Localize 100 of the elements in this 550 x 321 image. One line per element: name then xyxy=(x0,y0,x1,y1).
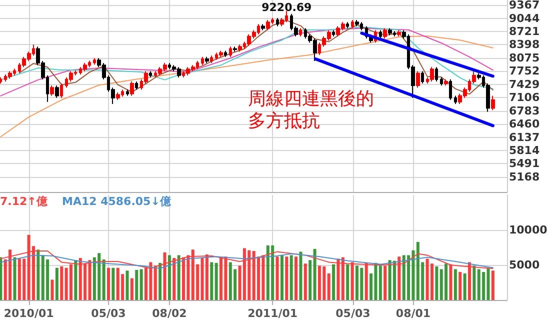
bar xyxy=(74,260,78,300)
bar xyxy=(332,264,336,300)
candlestick xyxy=(219,50,223,58)
bar xyxy=(304,264,307,300)
y-tick-label: 5168 xyxy=(509,170,540,184)
bar xyxy=(308,260,312,300)
candlestick xyxy=(116,92,120,100)
y-tick-label: 9367 xyxy=(509,0,540,12)
candlestick xyxy=(346,22,349,29)
bar xyxy=(13,257,16,300)
bar xyxy=(50,280,54,300)
candlestick xyxy=(60,83,63,98)
x-tick-label: 05/03 xyxy=(336,307,370,320)
candlestick xyxy=(55,85,59,98)
bar xyxy=(294,256,298,300)
candlestick xyxy=(416,70,420,88)
bar xyxy=(158,262,162,300)
bar xyxy=(378,266,382,300)
y-tick-label: 8398 xyxy=(509,38,540,52)
bar xyxy=(313,248,316,300)
candlestick xyxy=(50,85,54,96)
candlestick xyxy=(444,78,448,86)
bar xyxy=(327,273,330,300)
candlestick xyxy=(388,28,392,36)
y-tick-label: 9044 xyxy=(509,12,540,25)
candlestick xyxy=(238,44,242,52)
candlestick xyxy=(229,46,232,58)
bar xyxy=(276,256,279,300)
candlestick xyxy=(126,89,129,96)
candlestick xyxy=(440,76,443,86)
candlestick xyxy=(233,46,237,52)
candlestick xyxy=(261,24,265,31)
candlestick xyxy=(93,58,96,66)
y-tick-label: 6460 xyxy=(509,118,540,131)
candlestick xyxy=(83,62,87,72)
x-tick-label: 2011/01 xyxy=(248,307,298,320)
y-tick-label: 8075 xyxy=(509,51,540,64)
text: 7.12↑億 xyxy=(0,195,48,208)
candlestick xyxy=(210,55,213,64)
bar xyxy=(458,272,462,300)
candlestick xyxy=(266,20,270,31)
x-tick-label: 08/01 xyxy=(396,307,431,320)
bar xyxy=(135,270,138,300)
candlestick xyxy=(421,70,424,84)
candlestick xyxy=(205,56,209,64)
candlestick xyxy=(149,70,152,78)
bar xyxy=(60,266,64,300)
bar xyxy=(290,255,293,300)
y-tick-label: 7106 xyxy=(509,91,540,104)
candlestick xyxy=(355,20,359,27)
candlestick xyxy=(201,56,204,66)
bar xyxy=(392,260,396,300)
candlestick xyxy=(454,95,457,104)
candlestick xyxy=(8,70,12,80)
bar xyxy=(102,259,106,300)
candlestick xyxy=(430,66,434,82)
candlestick xyxy=(224,50,227,58)
candlestick xyxy=(130,80,134,96)
bar xyxy=(55,268,58,300)
candlestick xyxy=(491,95,495,111)
bar xyxy=(168,255,171,300)
bar xyxy=(285,256,288,300)
bar xyxy=(346,264,350,300)
bar xyxy=(140,269,143,300)
candlestick xyxy=(276,18,279,27)
annotation: 9220.69 xyxy=(262,1,312,14)
text: MA12 4586.05↓億 xyxy=(62,195,172,208)
x-tick-label: 2010/01 xyxy=(4,307,54,320)
annotation: 周線四連黑後的多方抵抗 xyxy=(248,88,374,132)
bar xyxy=(463,273,466,300)
x-tick-label: 08/02 xyxy=(152,307,187,320)
bar xyxy=(299,252,302,300)
bar xyxy=(214,262,218,300)
bar xyxy=(130,278,134,300)
bar xyxy=(472,266,476,300)
candlestick xyxy=(351,20,354,29)
bar xyxy=(107,268,110,300)
y-tick-label: 7752 xyxy=(509,64,540,78)
y-tick-label: 7429 xyxy=(509,78,540,91)
bar xyxy=(435,266,438,300)
bar xyxy=(126,270,129,300)
x-tick-label: 05/03 xyxy=(91,307,126,320)
y-tick-label: 8721 xyxy=(509,24,540,38)
candlestick xyxy=(379,30,382,39)
y-tick-label: 5814 xyxy=(509,144,540,157)
y-tick-label: 5491 xyxy=(509,157,540,170)
y-tick-label: 10000 xyxy=(509,224,548,236)
bar xyxy=(454,269,457,300)
bar xyxy=(112,268,115,300)
bar xyxy=(280,255,284,300)
y-tick-label: 6783 xyxy=(509,104,540,118)
candlestick xyxy=(383,28,387,39)
candlestick xyxy=(299,28,302,37)
bar xyxy=(210,262,214,300)
candlestick xyxy=(435,66,438,82)
bar xyxy=(177,255,180,300)
line-series xyxy=(0,36,494,138)
y-tick-label: 5000 xyxy=(509,258,540,272)
candlestick xyxy=(135,80,138,90)
candlestick xyxy=(397,30,401,37)
